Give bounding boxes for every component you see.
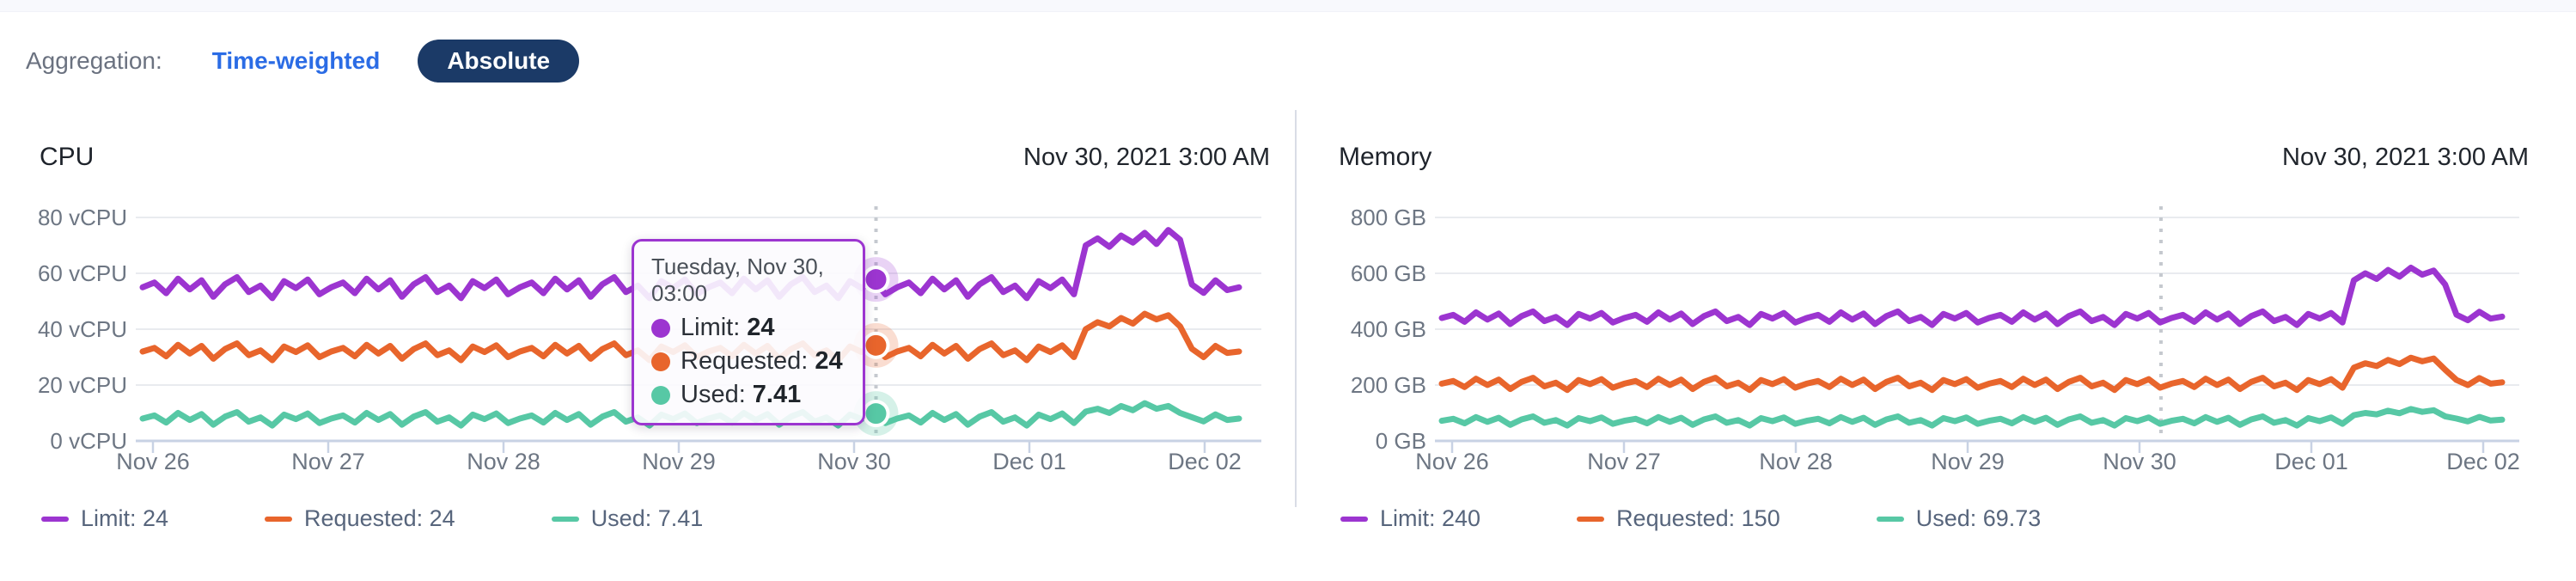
- limit-dash-icon: [1340, 516, 1368, 522]
- memory-chart[interactable]: 800 GB 600 GB 400 GB 200 GB 0 GB Nov 26 Nov 27…: [1325, 184, 2529, 483]
- cpu-legend-item-limit[interactable]: Limit: 24: [41, 505, 168, 532]
- x-tick-label: Nov 29: [642, 449, 716, 474]
- cpu-panel: CPU Nov 30, 2021 3:00 AM 80 vCPU 60 vCPU 4…: [0, 143, 1296, 532]
- x-tick-label: Dec 01: [992, 449, 1066, 474]
- cpu-legend-item-used[interactable]: Used: 7.41: [551, 505, 704, 532]
- memory-legend-requested-label: Requested: 150: [1616, 505, 1780, 531]
- limit-dash-icon: [41, 516, 69, 522]
- limit-dot-icon: [651, 318, 670, 338]
- used-dash-icon: [551, 516, 579, 522]
- requested-dot-icon: [651, 352, 670, 371]
- y-tick-label: 0 vCPU: [50, 428, 127, 454]
- x-axis: Nov 26 Nov 27 Nov 28 Nov 29 Nov 30 Dec 01 Dec …: [116, 441, 1242, 474]
- y-tick-label: 800 GB: [1351, 205, 1426, 230]
- y-tick-label: 0 GB: [1376, 428, 1426, 454]
- y-tick-label: 400 GB: [1351, 316, 1426, 342]
- tooltip-title: Tuesday, Nov 30, 03:00: [651, 254, 824, 306]
- top-strip: [0, 0, 2576, 12]
- x-axis: Nov 26 Nov 27 Nov 28 Nov 29 Nov 30 Dec 01 Dec …: [1415, 441, 2520, 474]
- x-tick-label: Dec 01: [2274, 449, 2348, 474]
- tooltip-row-requested: Requested: 24: [651, 347, 845, 376]
- tooltip-row-limit: Limit: 24: [651, 314, 845, 342]
- aggregation-option-time-weighted[interactable]: Time-weighted: [211, 47, 381, 74]
- y-tick-label: 60 vCPU: [38, 260, 127, 286]
- memory-legend-item-requested[interactable]: Requested: 150: [1577, 505, 1780, 532]
- cpu-legend-item-requested[interactable]: Requested: 24: [265, 505, 455, 532]
- memory-legend-limit-label: Limit: 240: [1380, 505, 1481, 531]
- memory-panel-header: Memory Nov 30, 2021 3:00 AM: [1325, 143, 2529, 177]
- tooltip-limit-value: 24: [747, 314, 775, 341]
- aggregation-toolbar: Aggregation: Time-weighted Absolute: [26, 40, 2576, 83]
- x-tick-label: Nov 28: [467, 449, 540, 474]
- x-tick-label: Nov 29: [1931, 449, 2005, 474]
- panel-divider: [1295, 110, 1297, 507]
- y-tick-label: 20 vCPU: [38, 372, 127, 398]
- cpu-chart-wrap: 80 vCPU 60 vCPU 40 vCPU 20 vCPU 0 vCPU Nov 26…: [26, 184, 1270, 483]
- memory-chart-wrap: 800 GB 600 GB 400 GB 200 GB 0 GB Nov 26 Nov 27…: [1325, 184, 2529, 483]
- series-line-used: [1438, 406, 2506, 429]
- cpu-legend: Limit: 24 Requested: 24 Used: 7.41: [41, 505, 1270, 532]
- x-tick-label: Dec 02: [1168, 449, 1242, 474]
- memory-legend-item-used[interactable]: Used: 69.73: [1876, 505, 2042, 532]
- cpu-title: CPU: [40, 143, 95, 171]
- y-tick-label: 600 GB: [1351, 260, 1426, 286]
- tooltip-used-label: Used:: [681, 381, 746, 408]
- aggregation-option-absolute[interactable]: Absolute: [418, 40, 580, 83]
- x-tick-label: Nov 26: [1415, 449, 1489, 474]
- requested-dash-icon: [1577, 516, 1605, 522]
- cpu-legend-requested-label: Requested: 24: [304, 505, 455, 531]
- cpu-panel-header: CPU Nov 30, 2021 3:00 AM: [26, 143, 1270, 177]
- memory-timestamp: Nov 30, 2021 3:00 AM: [2282, 144, 2529, 171]
- y-tick-label: 40 vCPU: [38, 316, 127, 342]
- memory-panel: Memory Nov 30, 2021 3:00 AM 800 GB 600 GB…: [1296, 143, 2576, 532]
- tooltip-requested-value: 24: [815, 347, 843, 375]
- charts-row: CPU Nov 30, 2021 3:00 AM 80 vCPU 60 vCPU 4…: [0, 143, 2576, 532]
- series-line-requested: [1438, 354, 2506, 394]
- tooltip-row-used: Used: 7.41: [651, 381, 845, 409]
- y-tick-label: 200 GB: [1351, 372, 1426, 398]
- cpu-legend-used-label: Used: 7.41: [590, 505, 704, 531]
- memory-title: Memory: [1339, 143, 1432, 171]
- aggregation-label: Aggregation:: [26, 47, 162, 74]
- x-tick-label: Nov 27: [291, 449, 365, 474]
- memory-legend-used-label: Used: 69.73: [1915, 505, 2042, 531]
- tooltip-requested-label: Requested:: [681, 347, 809, 375]
- x-tick-label: Nov 28: [1759, 449, 1833, 474]
- x-tick-label: Nov 30: [817, 449, 891, 474]
- used-dash-icon: [1876, 516, 1904, 522]
- hover-marker-used: [853, 391, 899, 437]
- used-dot-icon: [651, 385, 670, 405]
- cpu-legend-limit-label: Limit: 24: [81, 505, 169, 531]
- y-tick-label: 80 vCPU: [38, 205, 127, 230]
- tooltip-used-value: 7.41: [752, 381, 802, 408]
- x-tick-label: Nov 27: [1587, 449, 1661, 474]
- memory-legend-item-limit[interactable]: Limit: 240: [1340, 505, 1480, 532]
- x-tick-label: Nov 30: [2103, 449, 2176, 474]
- tooltip-limit-label: Limit:: [681, 314, 741, 341]
- cpu-timestamp: Nov 30, 2021 3:00 AM: [1023, 144, 1270, 171]
- series-line-limit: [1438, 265, 2506, 328]
- x-tick-label: Nov 26: [116, 449, 190, 474]
- x-tick-label: Dec 02: [2446, 449, 2520, 474]
- chart-tooltip: Tuesday, Nov 30, 03:00 Limit: 24 Request…: [632, 239, 865, 425]
- memory-legend: Limit: 240 Requested: 150 Used: 69.73: [1340, 505, 2529, 532]
- requested-dash-icon: [265, 516, 293, 522]
